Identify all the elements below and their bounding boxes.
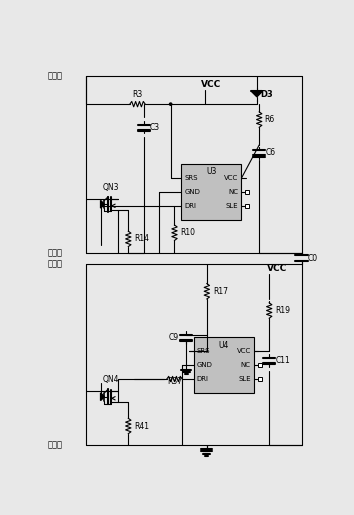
Text: NC: NC [241,362,251,368]
Bar [245,190,249,194]
Text: QN4: QN4 [103,375,120,384]
Bar [258,363,262,367]
Text: VCC: VCC [236,348,251,354]
Text: VCC: VCC [201,80,222,90]
Polygon shape [101,393,104,401]
Text: U3: U3 [206,167,217,176]
Text: GND: GND [184,189,200,195]
Text: R19: R19 [275,306,290,315]
Text: C3: C3 [150,123,160,132]
Text: VCC: VCC [267,264,287,272]
Text: 第一端: 第一端 [47,71,62,80]
Text: NC: NC [228,189,238,195]
Text: SLE: SLE [238,376,251,382]
Polygon shape [251,92,262,97]
Bar [258,377,262,381]
Text: SLE: SLE [226,203,238,209]
Text: C9: C9 [169,333,179,342]
Text: GND: GND [197,362,213,368]
Text: SRS: SRS [184,175,198,181]
Text: D3: D3 [261,90,274,99]
Text: C0: C0 [308,254,318,263]
Text: R6: R6 [264,115,274,124]
Text: QN3: QN3 [103,183,120,192]
Text: R14: R14 [135,234,149,244]
Text: U4: U4 [218,340,229,350]
Bar [194,337,254,393]
Text: R37: R37 [167,377,182,386]
Polygon shape [101,200,104,208]
Text: VCC: VCC [224,175,238,181]
Text: R41: R41 [135,421,149,431]
Text: R17: R17 [213,287,228,296]
Text: R3: R3 [132,90,143,99]
Bar [245,204,249,208]
Text: 第二端: 第二端 [47,248,62,258]
Text: 第一端: 第一端 [47,260,62,269]
Text: DRI: DRI [197,376,209,382]
Circle shape [170,103,172,105]
Text: C11: C11 [275,356,290,365]
Text: DRI: DRI [184,203,196,209]
Text: 第二端: 第二端 [47,441,62,450]
Text: R10: R10 [181,228,196,237]
Text: C6: C6 [266,148,275,157]
Bar [181,164,241,220]
Text: SRS: SRS [197,348,210,354]
